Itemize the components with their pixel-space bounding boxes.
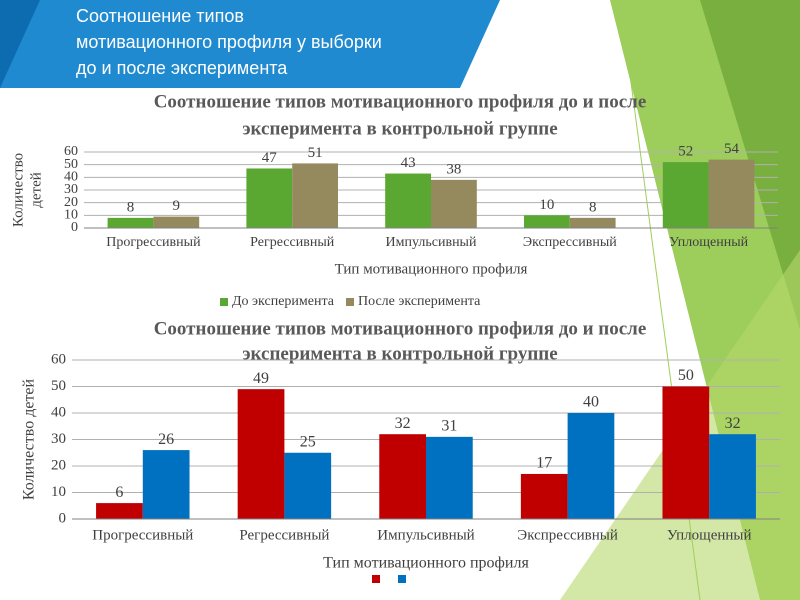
y-tick-label: 60 bbox=[64, 144, 78, 159]
data-label: 17 bbox=[536, 455, 552, 472]
data-label: 40 bbox=[583, 394, 599, 411]
bar bbox=[379, 434, 426, 519]
x-axis-title: Тип мотивационного профиля bbox=[335, 261, 528, 277]
x-tick-label: Прогрессивный bbox=[92, 527, 193, 543]
y-axis-title: детей bbox=[28, 172, 44, 208]
bar bbox=[708, 159, 755, 228]
y-tick-label: 50 bbox=[51, 378, 66, 394]
data-label: 8 bbox=[127, 199, 135, 215]
bar bbox=[284, 452, 332, 519]
bar bbox=[431, 179, 477, 228]
chart-title: Соотношение типов мотивационного профиля… bbox=[154, 91, 647, 112]
data-label: 31 bbox=[441, 418, 457, 435]
data-label: 52 bbox=[678, 144, 693, 160]
legend-label: После эксперимента bbox=[358, 294, 481, 309]
data-label: 6 bbox=[115, 484, 123, 501]
x-axis-title: Тип мотивационного профиля bbox=[323, 555, 529, 572]
y-tick-label: 0 bbox=[71, 220, 78, 235]
bar bbox=[153, 216, 200, 228]
x-tick-label: Регрессивный bbox=[250, 235, 335, 250]
legend-label: До эксперимента bbox=[232, 294, 335, 309]
y-tick-label: 50 bbox=[64, 157, 78, 172]
slide-title: Соотношение типов bbox=[76, 6, 244, 26]
bar bbox=[107, 217, 154, 228]
x-tick-label: Импульсивный bbox=[377, 527, 474, 543]
y-tick-label: 30 bbox=[51, 431, 66, 447]
x-tick-label: Уплощенный bbox=[669, 235, 749, 250]
bar bbox=[520, 473, 568, 519]
bar bbox=[523, 215, 570, 228]
data-label: 26 bbox=[158, 431, 174, 448]
x-tick-label: Экспрессивный bbox=[523, 235, 617, 250]
slide-title: до и после эксперимента bbox=[76, 58, 288, 78]
data-label: 50 bbox=[678, 367, 694, 384]
y-axis-title: Количество bbox=[10, 153, 26, 227]
data-label: 32 bbox=[725, 415, 741, 432]
x-tick-label: Прогрессивный bbox=[106, 235, 201, 250]
legend-swatch bbox=[220, 298, 228, 306]
bar bbox=[385, 173, 431, 228]
chart-title: Соотношение типов мотивационного профиля… bbox=[154, 318, 647, 339]
bar bbox=[246, 168, 293, 228]
bar bbox=[709, 434, 756, 519]
data-label: 49 bbox=[253, 370, 269, 387]
y-tick-label: 10 bbox=[51, 484, 66, 500]
chart-title: эксперимента в контрольной группе bbox=[242, 343, 557, 364]
data-label: 9 bbox=[173, 198, 181, 214]
x-tick-label: Импульсивный bbox=[386, 235, 477, 250]
data-label: 43 bbox=[401, 155, 416, 171]
y-tick-label: 40 bbox=[64, 170, 78, 185]
data-label: 51 bbox=[308, 145, 323, 161]
x-tick-label: Экспрессивный bbox=[517, 527, 618, 543]
bar bbox=[426, 436, 473, 519]
chart-title: эксперимента в контрольной группе bbox=[242, 118, 557, 139]
y-tick-label: 20 bbox=[51, 457, 66, 473]
legend-swatch bbox=[346, 298, 354, 306]
y-tick-label: 60 bbox=[51, 351, 66, 367]
data-label: 38 bbox=[446, 161, 461, 177]
data-label: 47 bbox=[262, 150, 278, 166]
bar bbox=[662, 386, 710, 519]
y-tick-label: 20 bbox=[64, 195, 78, 210]
bar bbox=[292, 163, 339, 228]
x-tick-label: Уплощенный bbox=[667, 527, 752, 543]
bar bbox=[662, 162, 709, 228]
data-label: 32 bbox=[395, 415, 411, 432]
data-label: 25 bbox=[300, 433, 316, 450]
bar bbox=[237, 389, 285, 519]
bar bbox=[569, 217, 616, 228]
bar bbox=[567, 413, 615, 519]
y-tick-label: 10 bbox=[64, 208, 78, 223]
y-tick-label: 0 bbox=[59, 510, 67, 526]
bar bbox=[96, 503, 143, 519]
legend-swatch bbox=[398, 575, 406, 583]
legend-swatch bbox=[372, 575, 380, 583]
y-tick-label: 30 bbox=[64, 182, 78, 197]
data-label: 54 bbox=[724, 141, 740, 157]
bar bbox=[142, 450, 190, 519]
y-axis-title: Количество детей bbox=[21, 378, 38, 500]
y-tick-label: 40 bbox=[51, 404, 66, 420]
data-label: 10 bbox=[539, 197, 554, 213]
x-tick-label: Регрессивный bbox=[239, 527, 329, 543]
slide-title: мотивационного профиля у выборки bbox=[76, 32, 382, 52]
data-label: 8 bbox=[589, 199, 597, 215]
